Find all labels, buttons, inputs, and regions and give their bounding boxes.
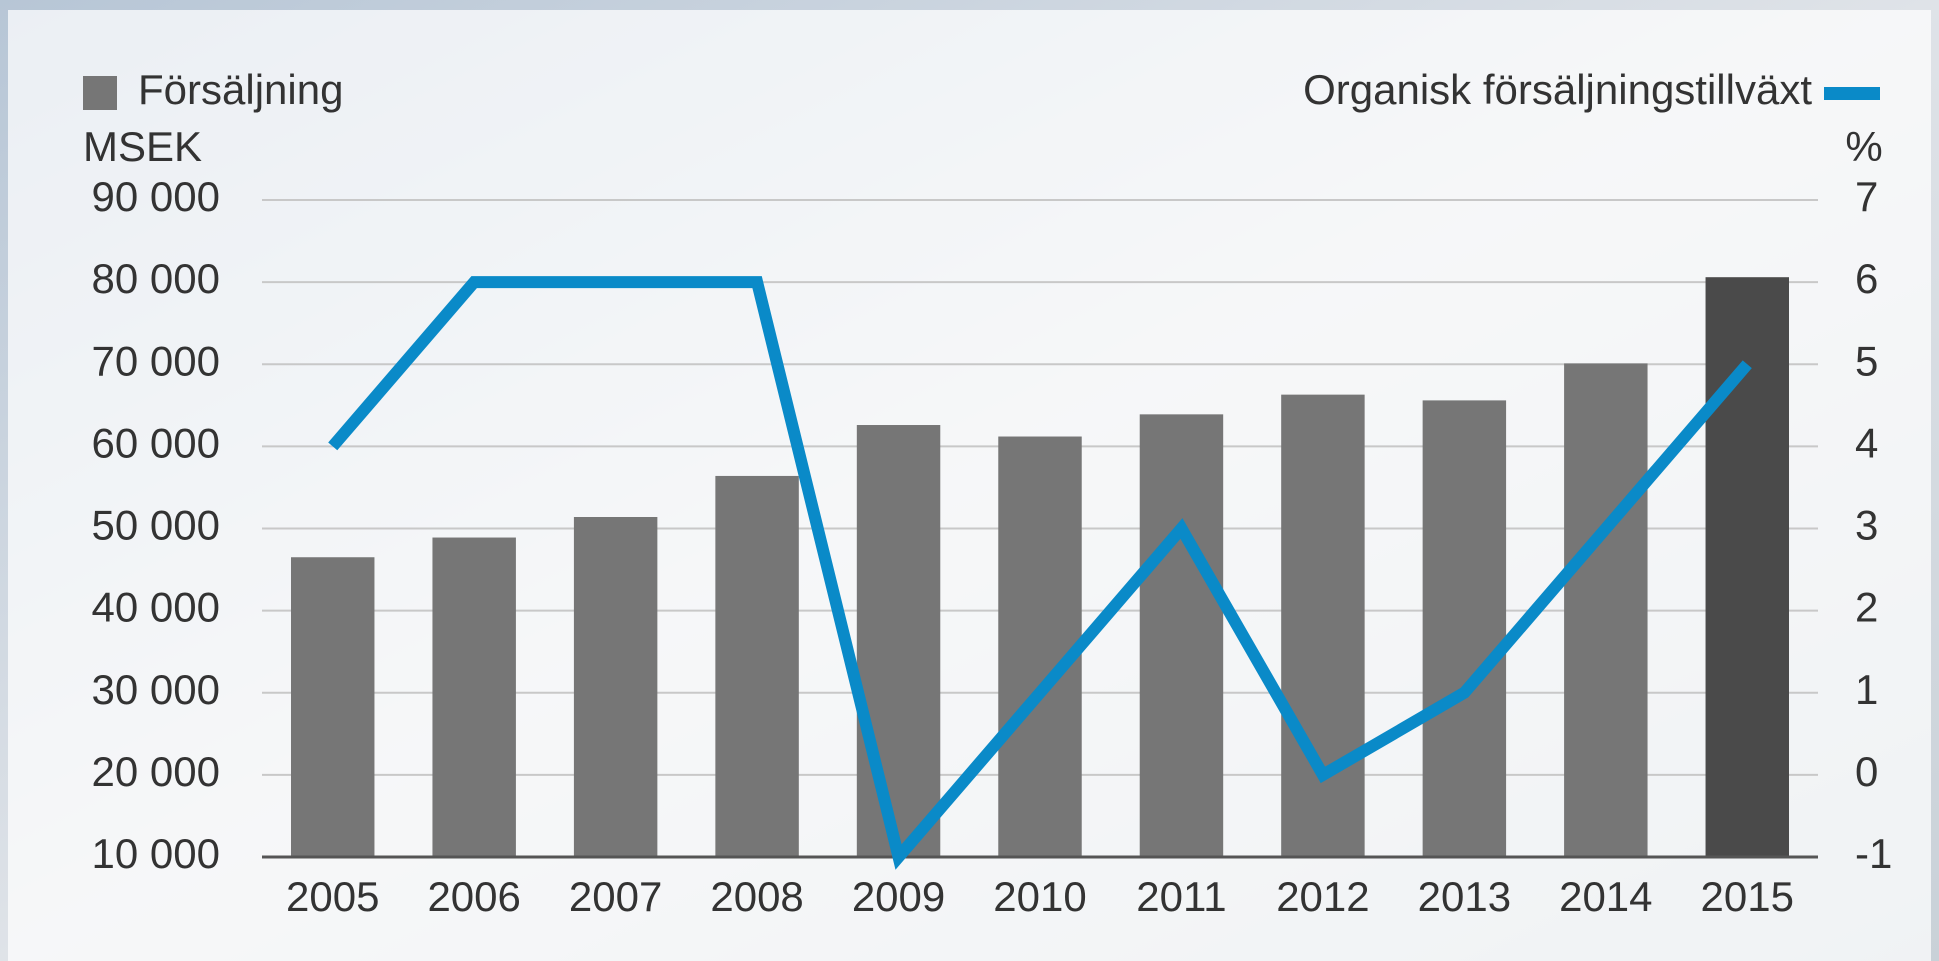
legend-label: Organisk försäljningstillväxt [1303,66,1812,113]
y-tick-label: 30 000 [92,666,220,713]
y2-tick-label: 5 [1855,337,1878,384]
y-tick-label: 80 000 [92,255,220,302]
x-tick-label: 2009 [852,873,945,920]
y-tick-label: 10 000 [92,830,220,877]
x-tick-label: 2008 [710,873,803,920]
y2-tick-label: 3 [1855,502,1878,549]
x-tick-label: 2010 [993,873,1086,920]
y2-tick-label: 7 [1855,173,1878,220]
y2-tick-label: 0 [1855,748,1878,795]
x-tick-label: 2011 [1136,873,1226,920]
y-tick-label: 70 000 [92,337,220,384]
bar [715,475,799,857]
y-tick-label: 90 000 [92,173,220,220]
bar [856,425,941,857]
legend-swatch [1824,87,1880,100]
y-tick-label: 60 000 [92,419,220,466]
x-tick-label: 2015 [1701,873,1794,920]
bar [432,537,516,857]
bar [1564,363,1648,857]
y-axis-label: MSEK [83,123,202,170]
x-tick-label: 2012 [1276,873,1369,920]
legend-swatch [83,76,117,110]
bar [573,517,658,857]
x-tick-label: 2006 [427,873,520,920]
bar [1705,277,1790,857]
bar [998,436,1082,857]
y2-tick-label: 1 [1855,666,1878,713]
x-tick-label: 2005 [286,873,379,920]
legend: Försäljning Organisk försäljningstillväx… [83,66,1880,113]
y2-tick-label: 4 [1855,419,1878,466]
bar [1139,414,1224,857]
y2-tick-label: -1 [1855,830,1892,877]
x-tick-label: 2013 [1418,873,1511,920]
y-tick-label: 50 000 [92,502,220,549]
y-tick-label: 20 000 [92,748,220,795]
y-tick-label: 40 000 [92,584,220,631]
bar [1422,400,1507,857]
bar [1281,394,1365,857]
y2-tick-label: 6 [1855,255,1878,302]
line [328,276,1752,870]
y2-axis-label: % [1845,123,1882,170]
bar [290,557,375,857]
legend-label: Försäljning [138,66,343,113]
y2-tick-label: 2 [1855,584,1878,631]
x-tick-label: 2014 [1559,873,1652,920]
x-tick-label: 2007 [569,873,662,920]
